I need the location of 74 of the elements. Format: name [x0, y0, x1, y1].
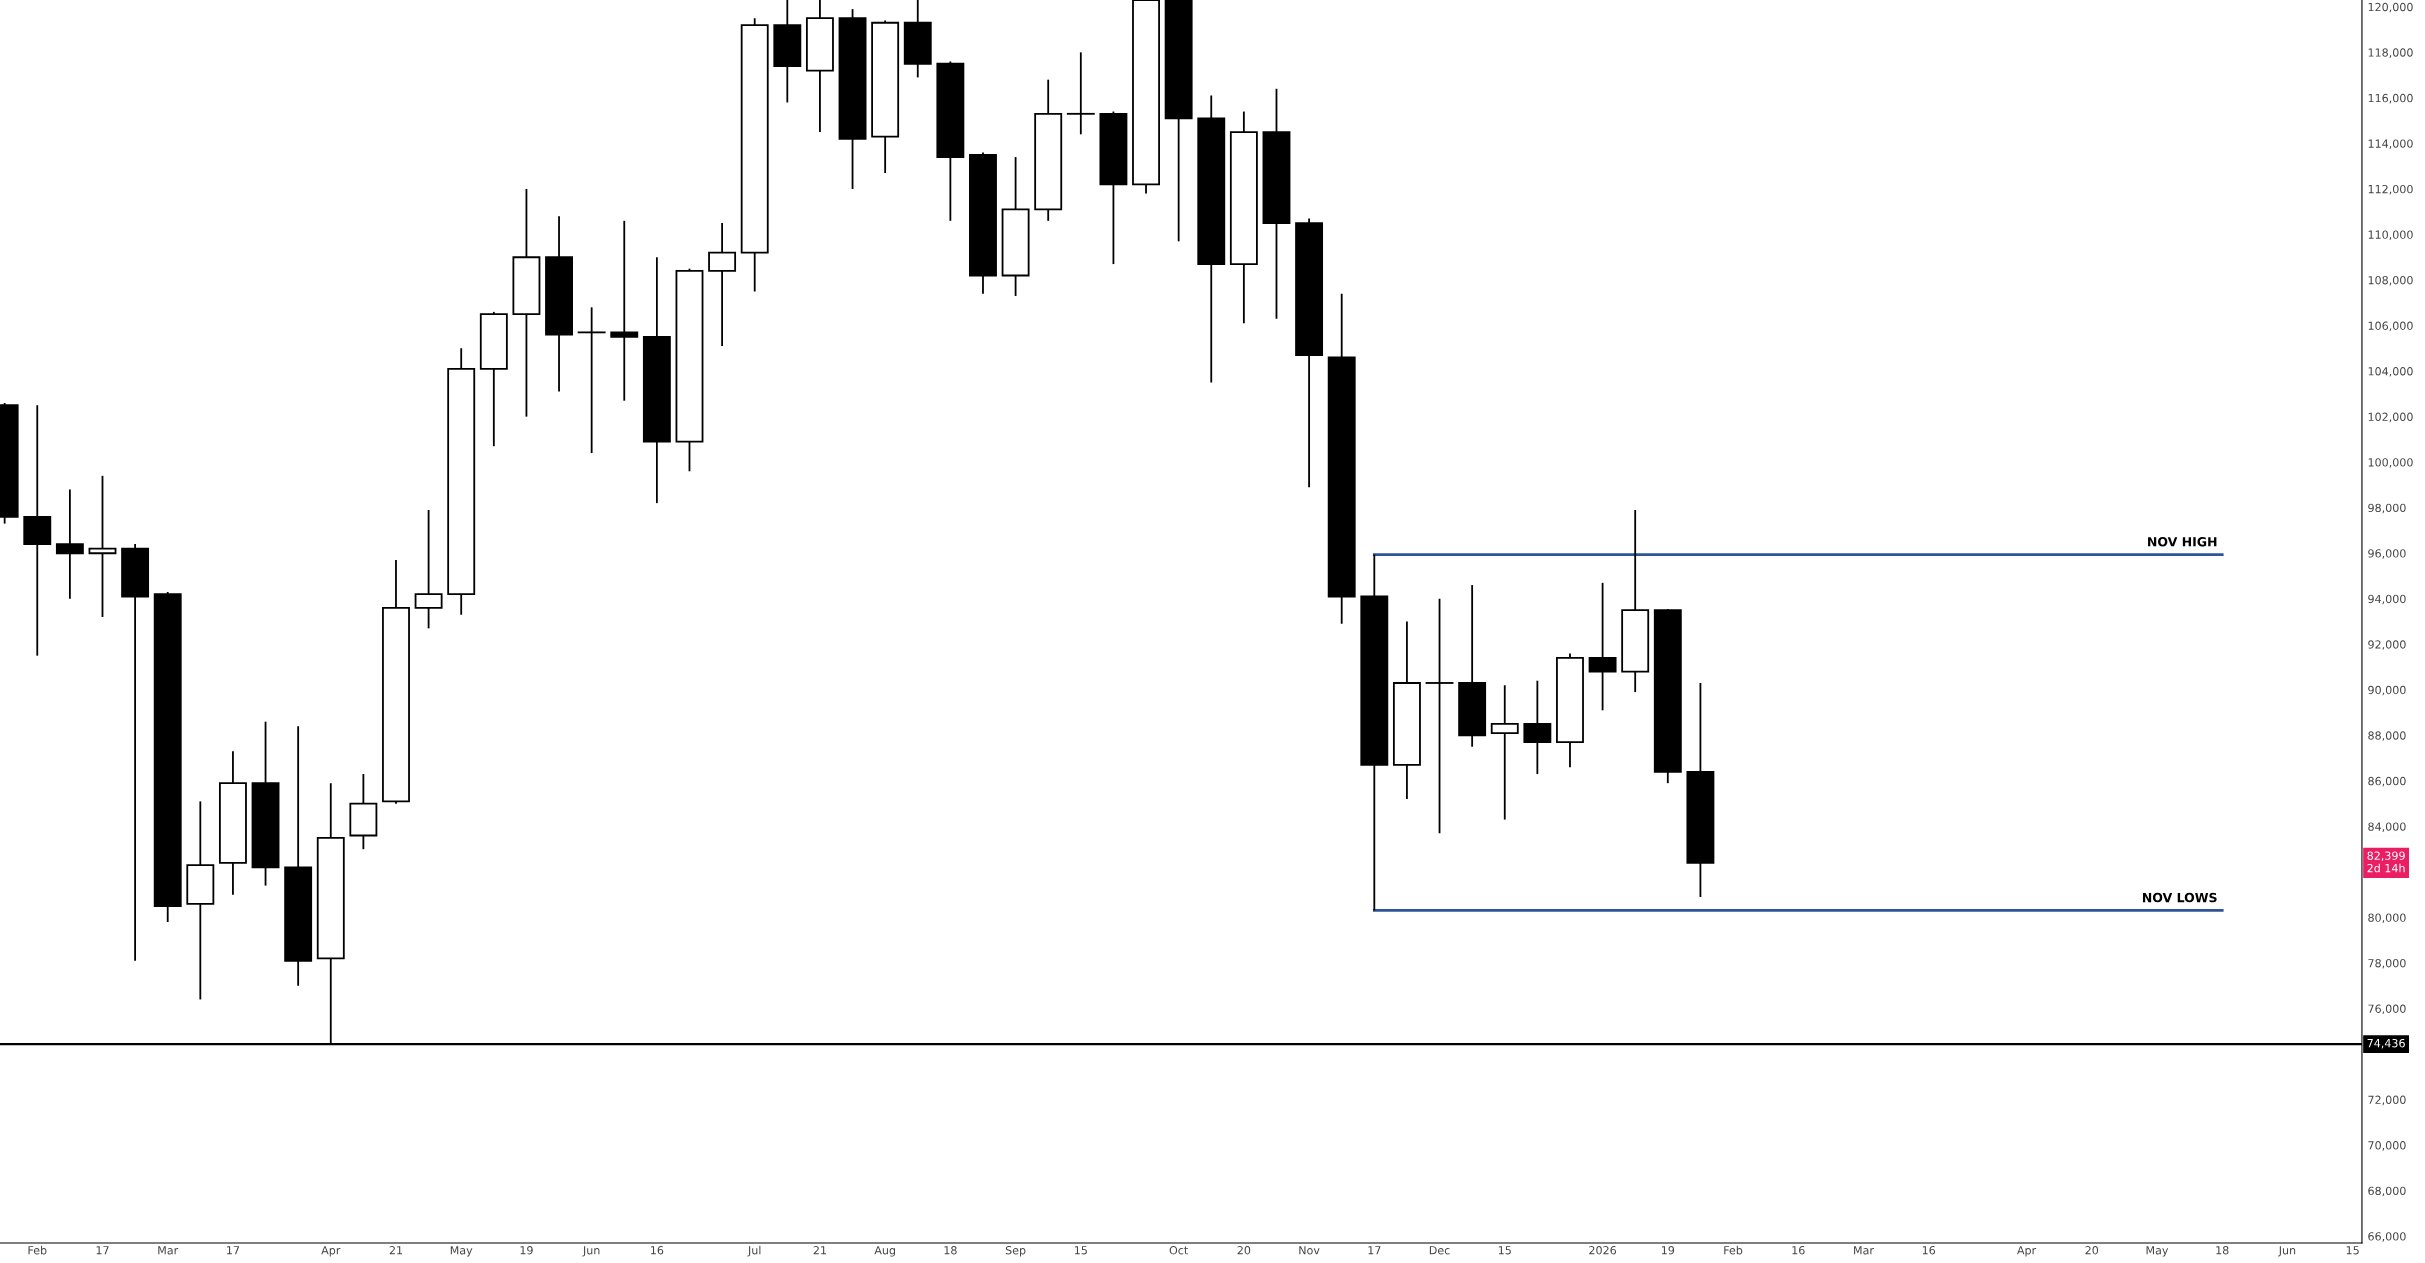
y-tick-label: 116,000 — [2368, 93, 2413, 104]
y-tick-label: 118,000 — [2368, 48, 2413, 58]
x-tick-label: 19 — [520, 1246, 533, 1255]
x-tick-label: 16 — [1922, 1246, 1936, 1255]
x-tick-label: 21 — [813, 1246, 826, 1255]
x-tick-label: May — [450, 1246, 473, 1257]
candlestick — [55, 488, 84, 600]
y-tick-label: 88,000 — [2368, 731, 2406, 741]
x-tick-label: Jun — [2278, 1246, 2296, 1257]
x-tick-label: 15 — [1074, 1246, 1087, 1255]
candlestick — [1066, 51, 1095, 136]
candlestick — [121, 543, 150, 962]
candlestick — [88, 474, 117, 618]
y-tick-label: 102,000 — [2368, 412, 2413, 423]
text: 82,399 2d 14h — [2367, 851, 2405, 873]
x-tick-label: 15 — [2346, 1246, 2359, 1255]
x-tick-label: Mar — [1854, 1246, 1874, 1255]
y-tick-label: 110,000 — [2368, 230, 2413, 241]
x-tick-label: 19 — [1661, 1246, 1675, 1255]
y-tick-label: 68,000 — [2368, 1186, 2406, 1197]
series-label: NOV HIGH — [2148, 537, 2217, 547]
candlestick — [1490, 684, 1519, 821]
y-tick-label: 94,000 — [2368, 594, 2406, 605]
y-tick-label: 78,000 — [2368, 958, 2406, 969]
y-tick-label: 96,000 — [2368, 549, 2406, 559]
x-tick-label: 15 — [1498, 1246, 1511, 1255]
x-tick-label: 17 — [96, 1246, 109, 1255]
y-tick-label: 120,000 — [2368, 2, 2413, 13]
y-tick-label: 70,000 — [2368, 1141, 2406, 1151]
x-tick-label: 18 — [944, 1246, 957, 1255]
x-tick-label: 16 — [651, 1246, 664, 1255]
series-label: NOV LOWS — [2142, 892, 2217, 903]
y-tick-label: 84,000 — [2368, 822, 2406, 832]
y-tick-label: 92,000 — [2368, 640, 2406, 650]
y-tick-label: 98,000 — [2368, 503, 2406, 514]
ref-line-label: 74,436 — [2367, 1038, 2405, 1049]
x-tick-label: 21 — [389, 1246, 403, 1255]
candlestick — [610, 219, 639, 402]
x-tick-label: Jul — [747, 1245, 761, 1257]
y-tick-label: 106,000 — [2368, 321, 2413, 332]
y-tick-label: 80,000 — [2368, 913, 2406, 923]
x-tick-label: 16 — [1792, 1246, 1805, 1255]
x-tick-label: Apr — [2017, 1246, 2037, 1257]
candlestick — [414, 509, 443, 630]
x-tick-label: Apr — [321, 1246, 341, 1257]
y-tick-label: 66,000 — [2368, 1232, 2406, 1242]
x-tick-label: 20 — [1237, 1246, 1251, 1255]
x-tick-label: Jun — [582, 1246, 600, 1257]
x-tick-label: May — [2146, 1246, 2169, 1257]
x-tick-label: 17 — [1368, 1246, 1381, 1255]
x-tick-label: Dec — [1429, 1246, 1450, 1255]
x-tick-label: Feb — [28, 1245, 47, 1255]
x-tick-label: Feb — [1724, 1245, 1743, 1255]
x-tick-label: 20 — [2085, 1246, 2099, 1255]
x-tick-label: 17 — [227, 1246, 240, 1255]
y-tick-label: 72,000 — [2368, 1095, 2406, 1106]
x-tick-label: Aug — [874, 1246, 895, 1257]
y-tick-label: 112,000 — [2368, 184, 2413, 195]
x-tick-label: Sep — [1005, 1246, 1026, 1257]
y-tick-label: 90,000 — [2368, 685, 2406, 696]
candlestick — [1588, 581, 1617, 712]
x-tick-label: Oct — [1169, 1246, 1188, 1255]
x-tick-label: Mar — [158, 1246, 179, 1255]
candlestick — [1425, 597, 1454, 835]
y-tick-label: 100,000 — [2368, 458, 2413, 468]
y-tick-label: 76,000 — [2368, 1004, 2406, 1015]
x-tick-label: 18 — [2216, 1246, 2229, 1255]
y-tick-label: 108,000 — [2368, 276, 2413, 286]
x-tick-label: Nov — [1299, 1246, 1320, 1255]
candlestick — [577, 306, 606, 454]
y-tick-label: 114,000 — [2368, 139, 2413, 149]
y-tick-label: 104,000 — [2368, 367, 2413, 377]
x-tick-label: 2026 — [1589, 1246, 1617, 1255]
y-tick-label: 86,000 — [2368, 776, 2406, 787]
